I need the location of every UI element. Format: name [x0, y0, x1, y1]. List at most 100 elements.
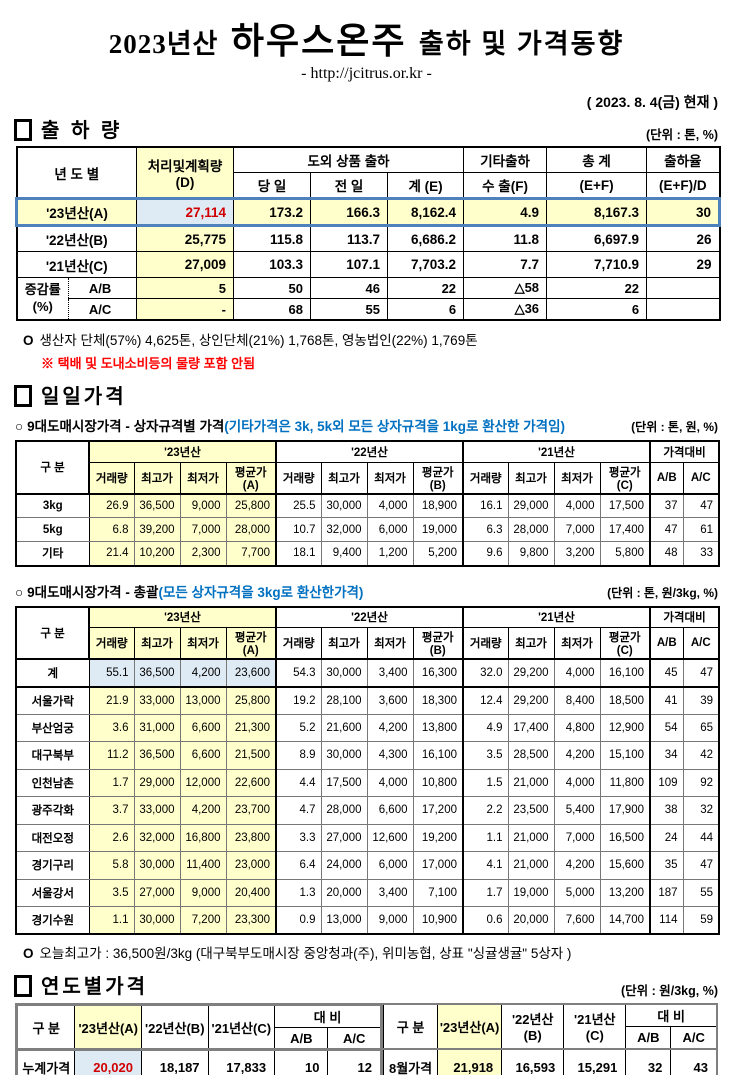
section-title-text: 출 하 량 — [41, 120, 123, 142]
table-cell: 1.7 — [88, 768, 135, 797]
header-sub: 최고가 — [320, 461, 368, 494]
table-row: 광주각화 3.7 33,000 4,200 23,700 4.7 28,000 6,600 17… — [15, 796, 720, 825]
table-cell: 1.1 — [462, 823, 509, 852]
section-title-text: 연도별가격 — [41, 976, 148, 998]
price-by-size-body: 3kg 26.9 36,500 9,000 25,800 25.5 30,000 4,000 1… — [15, 493, 720, 566]
table-cell: 4,000 — [553, 493, 601, 518]
table-cell: 36,500 — [133, 741, 181, 770]
table-cell: 대전오정 — [15, 823, 90, 852]
table-cell: 9.6 — [462, 541, 509, 566]
export-value: 11.8 — [463, 225, 548, 252]
table-cell: 39,200 — [133, 517, 181, 542]
table-cell: 30,000 — [133, 906, 181, 935]
table-cell: 7,700 — [225, 541, 277, 566]
table-cell: 10,900 — [412, 906, 464, 935]
rate-value — [646, 277, 721, 299]
today-value: 173.2 — [233, 197, 312, 227]
section-title-text: 일일가격 — [41, 386, 127, 408]
table-cell: 7,200 — [179, 906, 227, 935]
table-cell: 11,400 — [179, 851, 227, 880]
table-cell: 29,200 — [507, 658, 555, 687]
plan-value: 5 — [136, 277, 235, 299]
table-cell: 34 — [649, 741, 684, 770]
table-cell: 54 — [649, 713, 684, 742]
header-y22-group: '22년산 — [275, 440, 464, 463]
ring-bullet-icon: ○ — [15, 584, 24, 600]
table-cell: 24 — [649, 823, 684, 852]
today-value: 50 — [233, 277, 312, 299]
table-row: 대전오정 2.6 32,000 16,800 23,800 3.3 27,000 12,600… — [15, 823, 720, 852]
site-url: - http://jcitrus.or.kr - — [301, 65, 432, 82]
rate-value — [646, 298, 721, 321]
table-cell: 47 — [682, 493, 720, 518]
header-prev: 전 일 — [310, 172, 389, 199]
header-y21-group: '21년산 — [462, 440, 651, 463]
title-rest: 출하 및 가격동향 — [418, 29, 625, 59]
header-year-col: 년 도 별 — [15, 146, 138, 199]
header-ac: A/C — [327, 1027, 382, 1050]
table-cell: 서울가락 — [15, 686, 90, 715]
table-cell: 17,900 — [599, 796, 651, 825]
table-cell: 16.1 — [462, 493, 509, 518]
sum-value: 22 — [387, 277, 465, 299]
table-cell: 32,000 — [133, 823, 181, 852]
header-y21: '21년산(C) — [563, 1003, 627, 1049]
sum-value: 8,162.4 — [387, 197, 465, 227]
yearly-table-header: 구 분 '23년산(A) '22년산(B) '21년산(C) 대 비 A/B A… — [382, 1003, 718, 1049]
y23-value: 20,020 — [74, 1049, 142, 1075]
table-cell: 3kg — [15, 493, 90, 518]
table-cell: 31,000 — [133, 713, 181, 742]
header-sub: 거래량 — [275, 461, 322, 494]
today-value: 103.3 — [233, 251, 312, 278]
table-cell: 26.9 — [88, 493, 135, 518]
table-cell: 부산엄궁 — [15, 713, 90, 742]
shipment-note-text: 생산자 단체(57%) 4,625톤, 상인단체(21%) 1,768톤, 영농… — [39, 333, 478, 348]
table-row: 3kg 26.9 36,500 9,000 25,800 25.5 30,000 4,000 1… — [15, 493, 720, 518]
table-cell: 15,600 — [599, 851, 651, 880]
export-value: 4.9 — [463, 197, 548, 227]
price-by-size-table: 구 분 '23년산 '22년산 '21년산 가격대비 거래량 최고가 최저가 평… — [15, 440, 721, 567]
table-cell: 23,500 — [507, 796, 555, 825]
export-value: 7.7 — [463, 251, 548, 278]
table-cell: 12.4 — [462, 686, 509, 715]
table-cell: 4,800 — [553, 713, 601, 742]
document-square-icon — [14, 974, 32, 997]
plan-value: 27,009 — [136, 251, 235, 278]
table-cell: 21,000 — [507, 768, 555, 797]
table-cell: 9,000 — [366, 906, 414, 935]
subsection-title-text: 9대도매시장가격 - 총괄 — [27, 584, 159, 600]
table-cell: 27,000 — [320, 823, 368, 852]
table-cell: 5,200 — [412, 541, 464, 566]
table-cell: 6.8 — [88, 517, 135, 542]
table-cell: 36,500 — [133, 658, 181, 687]
table-cell: 17,400 — [507, 713, 555, 742]
table-cell: 30,000 — [320, 658, 368, 687]
table-cell: 37 — [649, 493, 684, 518]
table-cell: 47 — [682, 658, 720, 687]
table-cell: 23,600 — [225, 658, 277, 687]
table-cell: 54.3 — [275, 658, 322, 687]
rate-value: 29 — [646, 251, 721, 278]
table-cell: 23,800 — [225, 823, 277, 852]
header-sub: 최저가 — [553, 627, 601, 660]
header-outside-group: 도외 상품 출하 — [233, 146, 465, 173]
header-sub: 평균가(C) — [599, 627, 651, 660]
table-row: 기타 21.4 10,200 2,300 7,700 18.1 9,400 1,200 5,20… — [15, 541, 720, 566]
report-date: ( 2023. 8. 4(금) 현재 ) — [586, 94, 718, 110]
header-rate-top: 출하율 — [646, 146, 721, 173]
table-cell: 28,100 — [320, 686, 368, 715]
prev-value: 46 — [310, 277, 389, 299]
table-cell: 6,600 — [179, 713, 227, 742]
table-cell: 5,800 — [599, 541, 651, 566]
ab-value: 32 — [625, 1048, 672, 1075]
table-cell: 28,500 — [507, 741, 555, 770]
table-cell: 28,000 — [507, 517, 555, 542]
subsection-note-blue: (모든 상자규격을 3kg로 환산한가격) — [158, 584, 364, 600]
table-cell: 9,000 — [179, 493, 227, 518]
section-title-daily: 일일가격 — [14, 380, 127, 409]
table-cell: 55.1 — [88, 658, 135, 687]
header-sub: 최고가 — [507, 627, 555, 660]
export-value: △58 — [463, 277, 548, 299]
rate-value: 30 — [646, 197, 722, 227]
